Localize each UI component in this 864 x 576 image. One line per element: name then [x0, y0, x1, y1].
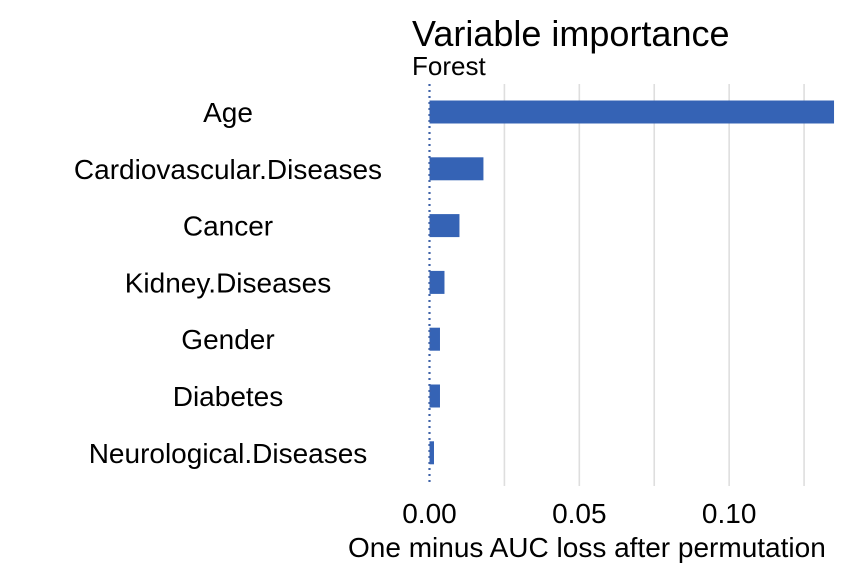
- x-axis-title: One minus AUC loss after permutation: [348, 532, 826, 563]
- bars: [429, 100, 835, 465]
- bar-gender: [429, 327, 440, 351]
- bar-cancer: [429, 214, 460, 238]
- chart-title: Variable importance: [412, 13, 730, 54]
- bar-kidney-diseases: [429, 270, 445, 294]
- category-label: Cancer: [183, 211, 273, 242]
- bar-diabetes: [429, 384, 440, 408]
- grid-lines: [503, 84, 805, 486]
- chart-subtitle: Forest: [412, 51, 486, 81]
- category-labels: Age Cardiovascular.Diseases Cancer Kidney.D…: [74, 97, 382, 469]
- category-label: Kidney.Diseases: [125, 267, 331, 298]
- bar-cardiovascular-diseases: [429, 157, 484, 181]
- bar-neurological-diseases: [429, 441, 434, 465]
- x-tick-labels: 0.00 0.05 0.10: [402, 498, 756, 529]
- category-label: Diabetes: [173, 381, 284, 412]
- x-tick-label: 0.10: [702, 498, 757, 529]
- x-tick-label: 0.00: [402, 498, 457, 529]
- bar-age: [429, 100, 835, 124]
- category-label: Age: [203, 97, 253, 128]
- category-label: Gender: [181, 324, 274, 355]
- category-label: Cardiovascular.Diseases: [74, 154, 382, 185]
- category-label: Neurological.Diseases: [89, 438, 368, 469]
- x-tick-label: 0.05: [552, 498, 607, 529]
